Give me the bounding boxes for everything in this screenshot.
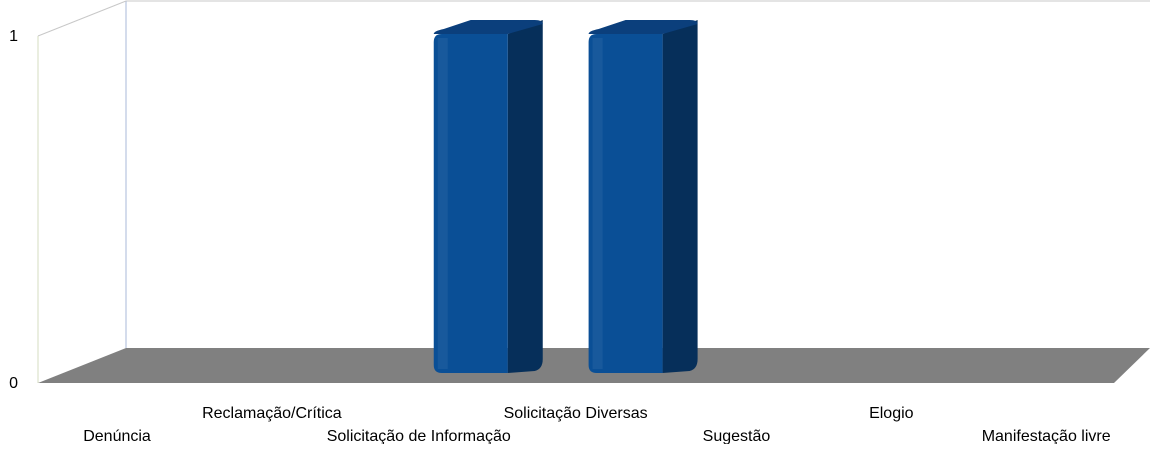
bar-top-face [433, 20, 543, 34]
y-tick-label: 0 [9, 375, 18, 392]
bar [433, 20, 543, 373]
bar-side-face [662, 20, 698, 373]
bar-series [433, 20, 698, 373]
bar-highlight [592, 38, 603, 369]
x-tick-label: Manifestação livre [982, 428, 1111, 444]
side-wall-top-edge [37, 0, 127, 37]
x-tick-label: Solicitação Diversas [504, 405, 648, 422]
chart-walls [37, 0, 1150, 383]
bar-front-face [588, 34, 663, 373]
bar-side-face [507, 20, 543, 373]
x-axis-tick-labels: Denúncia Reclamação/Crítica Solicitação de… [83, 405, 1111, 445]
x-tick-label: Solicitação de Informação [327, 428, 511, 444]
x-tick-label: Elogio [869, 405, 914, 422]
x-tick-label: Sugestão [703, 428, 771, 444]
x-tick-label: Reclamação/Crítica [202, 405, 342, 422]
y-tick-label: 1 [9, 28, 18, 45]
bar-highlight [437, 38, 448, 369]
y-axis-tick-labels: 01 [9, 28, 18, 392]
x-tick-label: Denúncia [83, 428, 151, 444]
bar-front-face [433, 34, 508, 373]
bar [588, 20, 698, 373]
bar-top-face [588, 20, 698, 34]
